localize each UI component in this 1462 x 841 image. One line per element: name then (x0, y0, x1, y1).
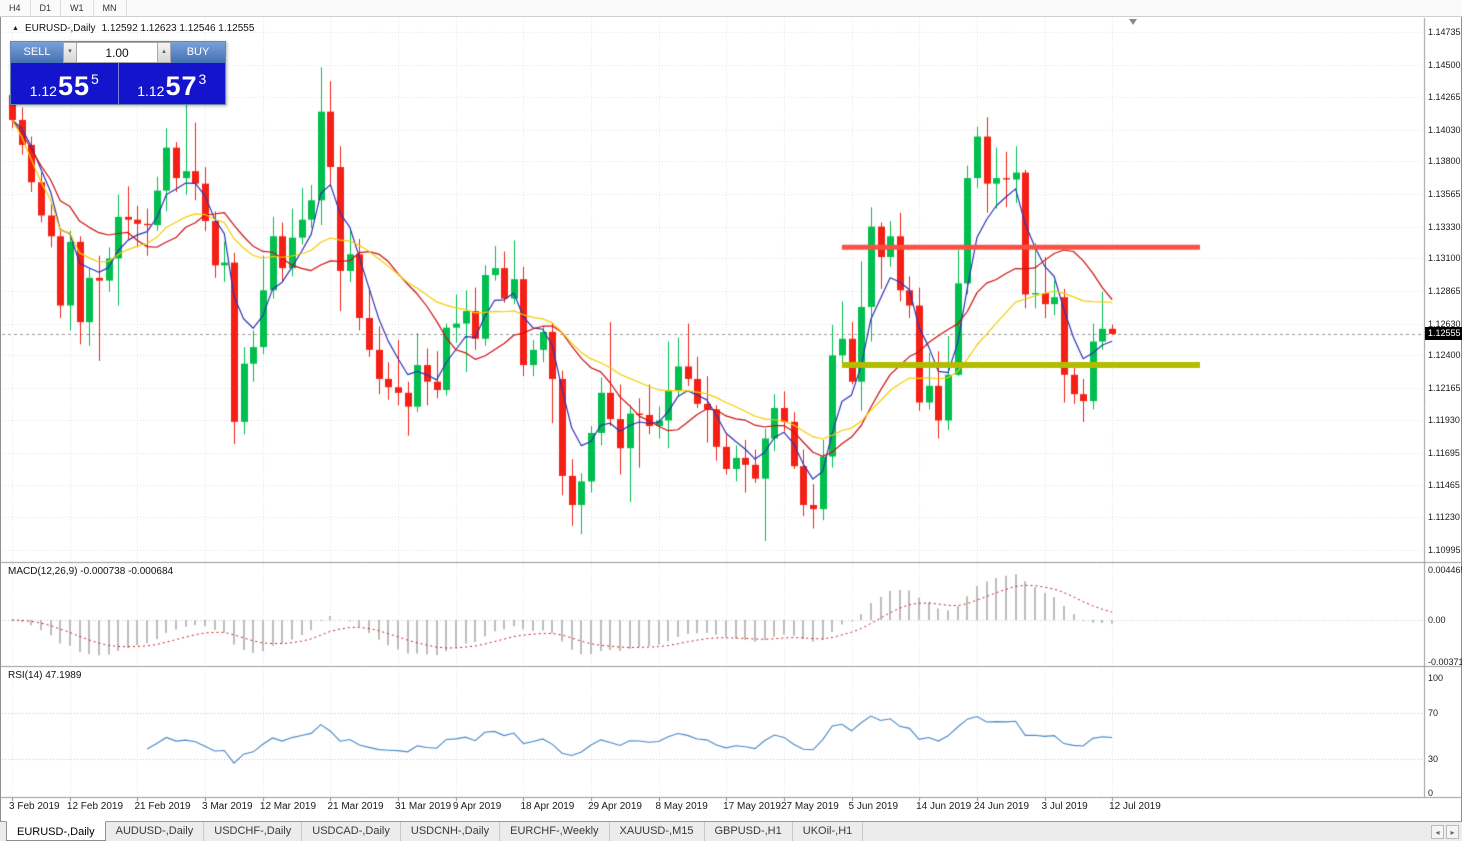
timeframe-w1-button[interactable]: W1 (61, 0, 94, 16)
bid-price[interactable]: 1.12 55 5 (11, 63, 118, 104)
tab-usdcad-daily[interactable]: USDCAD-,Daily (302, 822, 401, 841)
tab-gbpusd-h1[interactable]: GBPUSD-,H1 (705, 822, 793, 841)
rsi-indicator-label: RSI(14) 47.1989 (8, 670, 81, 681)
chart-tabs-bar: EURUSD-,Daily AUDUSD-,Daily USDCHF-,Dail… (0, 821, 1462, 841)
ask-price[interactable]: 1.12 57 3 (117, 63, 226, 104)
tab-eurusd-daily[interactable]: EURUSD-,Daily (6, 821, 106, 841)
bid-prefix: 1.12 (29, 83, 57, 99)
volume-control: ▾ ▴ (63, 42, 171, 63)
volume-decrease-button[interactable]: ▾ (63, 42, 77, 63)
ask-pipette: 3 (198, 71, 207, 87)
rsi-value: 47.1989 (45, 670, 82, 681)
tab-eurchf-weekly[interactable]: EURCHF-,Weekly (500, 822, 610, 841)
bid-pipette: 5 (91, 71, 99, 87)
macd-name: MACD(12,26,9) (8, 566, 78, 577)
current-price-tag: 1.12555 (1425, 326, 1462, 340)
timeframe-mn-button[interactable]: MN (94, 0, 127, 16)
tab-usdchf-daily[interactable]: USDCHF-,Daily (204, 822, 303, 841)
one-click-collapse-arrow-icon[interactable]: ▲ (12, 25, 19, 32)
macd-indicator-label: MACD(12,26,9) -0.000738 -0.000684 (8, 566, 173, 577)
tab-usdcnh-daily[interactable]: USDCNH-,Daily (401, 822, 501, 841)
timeframe-toolbar: H4 D1 W1 MN (0, 0, 1462, 17)
chart-ohlc-values: 1.12592 1.12623 1.12546 1.12555 (101, 23, 255, 34)
volume-input[interactable] (77, 42, 157, 63)
buy-button[interactable]: BUY (171, 42, 225, 63)
timeframe-h4-button[interactable]: H4 (0, 0, 31, 16)
ask-prefix: 1.12 (137, 83, 165, 99)
tab-xauusd-m15[interactable]: XAUUSD-,M15 (610, 822, 705, 841)
tab-scroll-right-icon[interactable]: ▸ (1446, 825, 1459, 839)
current-price-value: 1.12555 (1428, 327, 1461, 338)
chart-shift-marker[interactable] (1129, 19, 1137, 25)
tab-ukoil-h1[interactable]: UKOil-,H1 (793, 822, 864, 841)
chart-title: ▲ EURUSD-,Daily 1.12592 1.12623 1.12546 … (12, 23, 254, 34)
sell-button[interactable]: SELL (11, 42, 63, 63)
ask-main: 57 (165, 71, 198, 102)
bid-main: 55 (57, 71, 90, 102)
macd-values: -0.000738 -0.000684 (80, 566, 174, 577)
tab-scroll-left-icon[interactable]: ◂ (1431, 825, 1444, 839)
tab-audusd-daily[interactable]: AUDUSD-,Daily (106, 822, 205, 841)
timeframe-d1-button[interactable]: D1 (31, 0, 62, 16)
volume-increase-button[interactable]: ▴ (157, 42, 171, 63)
one-click-trading-panel: SELL ▾ ▴ BUY 1.12 55 5 1.12 57 3 (10, 41, 226, 105)
rsi-name: RSI(14) (8, 670, 43, 681)
tab-scroll-controls: ◂ ▸ (1431, 825, 1459, 839)
chart-symbol-period: EURUSD-,Daily (24, 23, 96, 34)
